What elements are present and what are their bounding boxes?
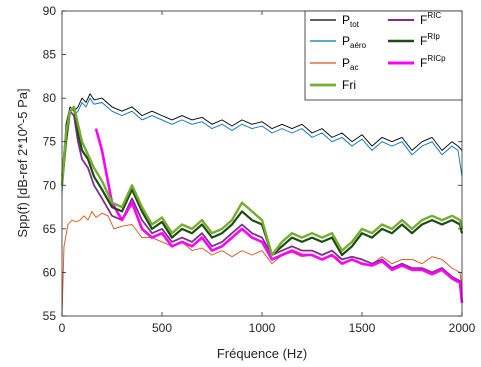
y-tick-label: 80 bbox=[43, 91, 57, 105]
y-tick-label: 55 bbox=[43, 309, 57, 323]
series-layer bbox=[60, 93, 464, 317]
x-tick-label: 1500 bbox=[349, 321, 376, 335]
x-axis-label: Fréquence (Hz) bbox=[217, 346, 307, 361]
series-line-3 bbox=[61, 110, 463, 295]
y-tick-label: 85 bbox=[43, 48, 57, 62]
series-line-6 bbox=[60, 105, 464, 257]
x-tick-label: 0 bbox=[59, 321, 66, 335]
x-tick-label: 2000 bbox=[449, 321, 476, 335]
y-tick-label: 60 bbox=[43, 265, 57, 279]
y-axis-label: Spp(f) [dB-ref 2*10^-5 Pa] bbox=[15, 88, 30, 237]
x-tick-label: 500 bbox=[152, 321, 172, 335]
y-tick-label: 65 bbox=[43, 222, 57, 236]
series-line-2 bbox=[61, 210, 463, 317]
legend-label-5: FRICp bbox=[420, 54, 446, 70]
y-tick-label: 75 bbox=[43, 135, 57, 149]
y-tick-label: 90 bbox=[43, 4, 57, 18]
legend-label-6: Fri bbox=[342, 78, 356, 92]
legend-label-0: Ptot bbox=[342, 13, 360, 29]
legend-label-4: FRIp bbox=[420, 32, 440, 48]
legend-label-1: Paéro bbox=[342, 34, 367, 50]
series-line-4 bbox=[60, 105, 464, 257]
x-tick-label: 1000 bbox=[249, 321, 276, 335]
series-line-0 bbox=[61, 93, 463, 186]
legend: Ptot Paéro Pac FRIC FRIp FRICp Fri bbox=[304, 10, 463, 101]
y-tick-label: 70 bbox=[43, 178, 57, 192]
legend-label-3: FRIC bbox=[420, 11, 441, 27]
legend-label-2: Pac bbox=[342, 56, 358, 72]
series-line-1 bbox=[61, 97, 463, 195]
series-line-5 bbox=[94, 128, 464, 304]
